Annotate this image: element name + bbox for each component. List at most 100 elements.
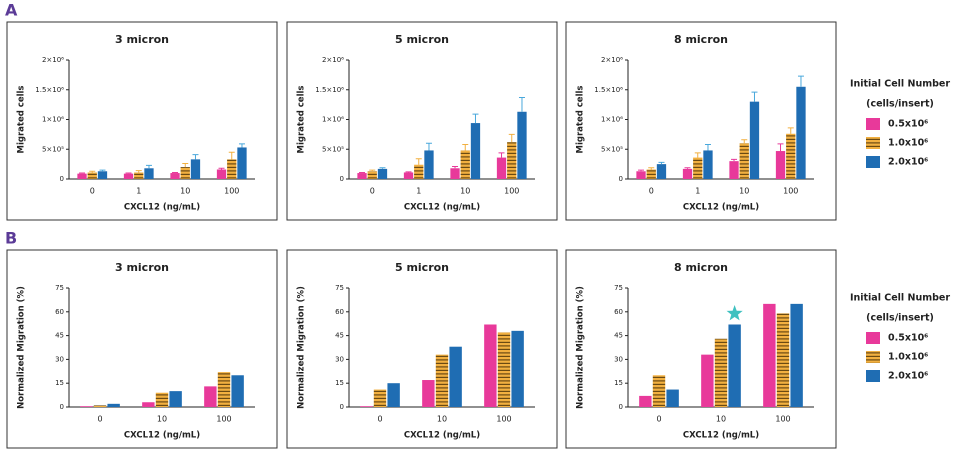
y-tick-label: 2×10⁶ — [322, 56, 344, 64]
legend-swatch — [866, 332, 880, 344]
error-bar — [238, 143, 245, 148]
bar — [776, 313, 790, 407]
y-tick-label: 0 — [340, 403, 344, 411]
error-bar — [79, 172, 86, 174]
bar — [775, 151, 786, 179]
bar — [646, 169, 656, 179]
x-tick-label: 100 — [496, 415, 511, 424]
bar — [470, 123, 481, 179]
y-tick-label: 1.5×10⁶ — [35, 86, 64, 94]
error-bar — [192, 154, 199, 160]
x-axis-label: CXCL12 (ng/mL) — [124, 431, 200, 441]
error-bar — [425, 142, 432, 151]
y-tick-label: 30 — [55, 355, 64, 363]
y-tick-label: 15 — [55, 379, 64, 387]
y-tick-label: 45 — [335, 332, 344, 340]
y-tick-label: 60 — [614, 308, 623, 316]
bar — [123, 173, 134, 179]
error-bar — [787, 127, 794, 134]
legend-title: (cells/insert) — [866, 313, 934, 324]
error-bar — [731, 158, 738, 162]
legend-title: (cells/insert) — [866, 99, 934, 110]
bar — [693, 157, 703, 179]
bar — [450, 168, 460, 179]
bar — [216, 169, 227, 179]
legend-label: 0.5x10⁶ — [888, 119, 928, 130]
y-tick-label: 60 — [335, 308, 344, 316]
error-bar — [228, 151, 235, 160]
legend-title: Initial Cell Number — [850, 293, 950, 304]
error-bar — [89, 170, 96, 173]
legend-swatch — [866, 156, 880, 168]
error-bar — [684, 167, 691, 169]
bar — [460, 150, 470, 179]
bar — [144, 168, 154, 179]
bar — [80, 406, 93, 407]
x-tick-label: 100 — [216, 415, 231, 424]
bar — [497, 332, 511, 407]
y-axis-label: Normalized Migration (%) — [17, 286, 27, 409]
error-bar — [462, 143, 469, 151]
y-tick-label: 1×10⁶ — [42, 116, 64, 124]
error-bar — [99, 169, 106, 172]
bar — [703, 150, 713, 179]
x-tick-label: 100 — [775, 415, 790, 424]
bar — [511, 330, 524, 407]
y-axis-label: Normalized Migration (%) — [297, 286, 307, 409]
error-bar — [797, 75, 804, 87]
panel-box — [565, 249, 837, 449]
y-tick-label: 0 — [619, 175, 623, 183]
panel-box — [565, 21, 837, 221]
y-tick-label: 1×10⁶ — [322, 116, 344, 124]
x-axis-label: CXCL12 (ng/mL) — [124, 203, 200, 213]
y-tick-label: 60 — [55, 308, 64, 316]
error-bar — [218, 167, 225, 170]
error-bar — [777, 143, 784, 152]
bar — [666, 389, 679, 407]
y-tick-label: 15 — [335, 379, 344, 387]
bar — [77, 173, 87, 179]
y-tick-label: 30 — [614, 355, 623, 363]
bar — [728, 324, 741, 407]
bar — [217, 372, 231, 407]
x-axis-label: CXCL12 (ng/mL) — [683, 203, 759, 213]
error-bar — [498, 152, 505, 158]
error-bar — [472, 113, 479, 124]
x-tick-label: 10 — [437, 415, 447, 424]
bar — [377, 168, 388, 179]
bar — [180, 167, 190, 179]
x-tick-label: 10 — [716, 415, 726, 424]
bar — [639, 395, 652, 407]
error-bar — [125, 172, 132, 174]
bar — [134, 172, 144, 179]
bar — [190, 159, 201, 179]
bar — [636, 171, 646, 179]
error-bar — [751, 91, 758, 102]
error-bar — [379, 167, 386, 169]
x-tick-label: 0 — [649, 187, 654, 196]
x-axis-label: CXCL12 (ng/mL) — [404, 431, 480, 441]
legend-swatch — [866, 351, 880, 363]
y-tick-label: 5×10⁵ — [42, 145, 64, 153]
chart-title: 5 micron — [395, 33, 449, 46]
legend-swatch — [866, 118, 880, 130]
x-tick-label: 100 — [783, 187, 798, 196]
bar — [237, 147, 247, 179]
y-tick-label: 1×10⁶ — [601, 116, 623, 124]
bar — [155, 392, 169, 407]
y-tick-label: 0 — [340, 175, 344, 183]
y-tick-label: 2×10⁶ — [601, 56, 623, 64]
bar — [107, 403, 120, 407]
error-bar — [638, 169, 645, 172]
bar — [87, 172, 97, 179]
x-tick-label: 10 — [180, 187, 190, 196]
legend-swatch — [866, 370, 880, 382]
error-bar — [741, 139, 748, 144]
x-tick-label: 100 — [224, 187, 239, 196]
bar — [749, 101, 760, 179]
y-tick-label: 75 — [614, 284, 623, 292]
y-tick-label: 0 — [619, 403, 623, 411]
y-axis-label: Migrated cells — [17, 86, 27, 154]
x-tick-label: 0 — [97, 415, 102, 424]
y-tick-label: 2×10⁶ — [42, 56, 64, 64]
